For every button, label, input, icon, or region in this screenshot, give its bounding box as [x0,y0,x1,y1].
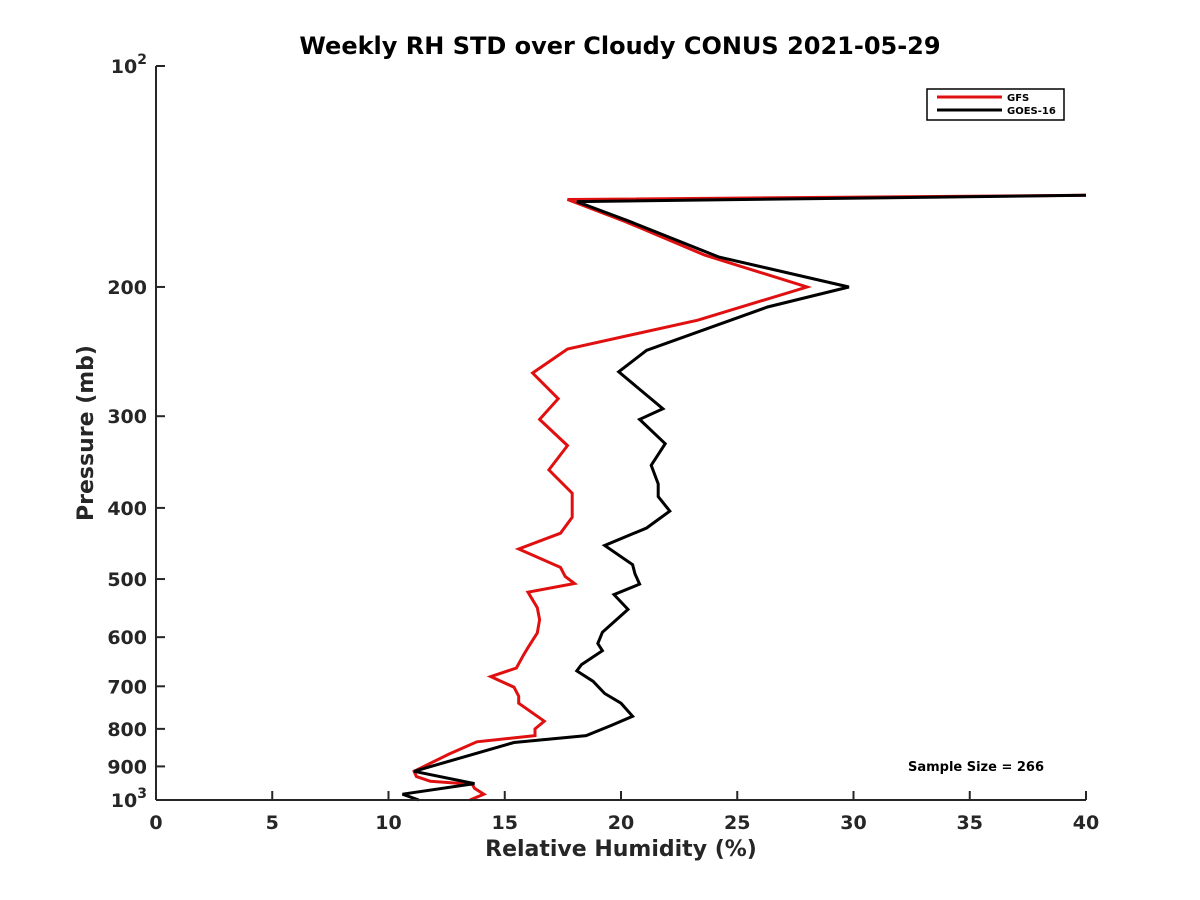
chart-title: Weekly RH STD over Cloudy CONUS 2021-05-… [299,32,940,60]
series-line-goes-16 [401,193,1087,802]
y-tick-label: 800 [107,719,147,741]
y-axis-label: Pressure (mb) [74,345,99,521]
plot-area [401,193,1087,802]
y-tick-label: 300 [107,406,147,428]
legend: GFS GOES-16 [926,88,1065,121]
y-tick-label: 200 [107,277,147,299]
x-tick-label: 40 [1073,812,1099,834]
x-tick-label: 10 [375,812,401,834]
x-tick-label: 15 [492,812,518,834]
y-tick-label: 500 [107,569,147,591]
x-tick-label: 25 [724,812,750,834]
x-tick-label: 5 [266,812,279,834]
y-tick-label: 400 [107,498,147,520]
x-axis-label: Relative Humidity (%) [485,837,757,862]
x-tick-label: 20 [608,812,634,834]
y-tick-label: 700 [107,676,147,698]
x-axis-ticks: 0 5 10 15 20 25 30 35 40 [149,791,1099,834]
legend-label-gfs: GFS [1007,93,1029,104]
y-tick-label: 600 [107,627,147,649]
x-tick-label: 30 [840,812,866,834]
x-tick-label: 35 [957,812,983,834]
legend-box [926,88,1065,121]
y-tick-label: 103 [111,786,147,812]
y-tick-label: 900 [107,756,147,778]
y-tick-label: 102 [111,52,147,78]
sample-size-annotation: Sample Size = 266 [908,760,1044,775]
legend-label-goes16: GOES-16 [1007,106,1056,117]
x-tick-label: 0 [149,812,162,834]
series-line-gfs [412,193,1087,802]
y-axis-ticks: 102 200 300 400 500 600 700 800 900 103 [107,52,165,812]
